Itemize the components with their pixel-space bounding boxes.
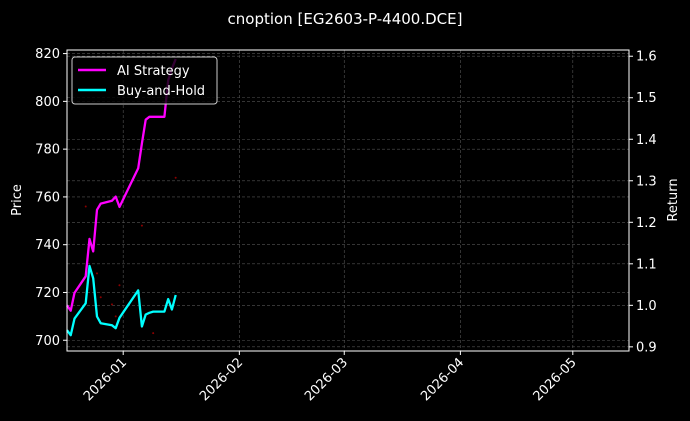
plot-frame bbox=[66, 49, 630, 352]
price-point bbox=[99, 296, 102, 299]
y2-tick-label: 1.5 bbox=[636, 91, 657, 106]
legend-label-buy-and-hold: Buy-and-Hold bbox=[117, 84, 205, 99]
y-tick-label: 700 bbox=[35, 334, 60, 349]
series-line-ai-strategy bbox=[66, 58, 177, 312]
legend-label-ai-strategy: AI Strategy bbox=[117, 64, 190, 79]
x-tick-label: 2026-02 bbox=[197, 355, 246, 404]
y-tick-label: 760 bbox=[35, 190, 60, 205]
y-tick-label: 780 bbox=[35, 143, 60, 158]
x-tick-label: 2026-04 bbox=[418, 355, 467, 404]
y-axis-right: 0.9 1.0 1.1 1.2 1.3 1.4 1.5 1.6 bbox=[629, 50, 657, 355]
y2-tick-label: 1.3 bbox=[636, 174, 657, 189]
x-axis: 2026-01 2026-02 2026-03 2026-04 2026-05 bbox=[81, 351, 580, 404]
y-tick-label: 800 bbox=[35, 95, 60, 110]
y-axis-left: 700 720 740 760 780 800 820 bbox=[35, 47, 67, 349]
price-point bbox=[118, 284, 121, 287]
y2-tick-label: 1.2 bbox=[636, 216, 657, 231]
y2-tick-label: 1.0 bbox=[636, 299, 657, 314]
y2-tick-label: 1.6 bbox=[636, 50, 657, 65]
y-tick-label: 820 bbox=[35, 47, 60, 62]
y2-tick-label: 1.4 bbox=[636, 133, 657, 148]
x-tick-label: 2026-01 bbox=[81, 355, 130, 404]
chart-title: cnoption [EG2603-P-4400.DCE] bbox=[228, 10, 463, 28]
y-tick-label: 720 bbox=[35, 286, 60, 301]
price-point bbox=[110, 303, 113, 306]
legend-box bbox=[71, 56, 218, 105]
y-tick-label: 740 bbox=[35, 238, 60, 253]
x-tick-label: 2026-05 bbox=[531, 355, 580, 404]
x-tick-label: 2026-03 bbox=[302, 355, 351, 404]
price-points bbox=[84, 176, 177, 335]
price-point bbox=[95, 272, 98, 275]
price-point bbox=[174, 176, 177, 179]
y2-tick-label: 0.9 bbox=[636, 340, 657, 355]
y2-axis-label: Return bbox=[666, 178, 681, 221]
series-line-buy-and-hold bbox=[66, 264, 177, 337]
legend: AI Strategy Buy-and-Hold bbox=[71, 56, 218, 105]
price-point bbox=[114, 315, 117, 318]
price-point bbox=[140, 224, 143, 227]
y-axis-label: Price bbox=[10, 184, 25, 216]
price-point bbox=[84, 205, 87, 208]
y2-tick-label: 1.1 bbox=[636, 257, 657, 272]
price-point bbox=[152, 332, 155, 335]
series-lines bbox=[66, 58, 177, 337]
